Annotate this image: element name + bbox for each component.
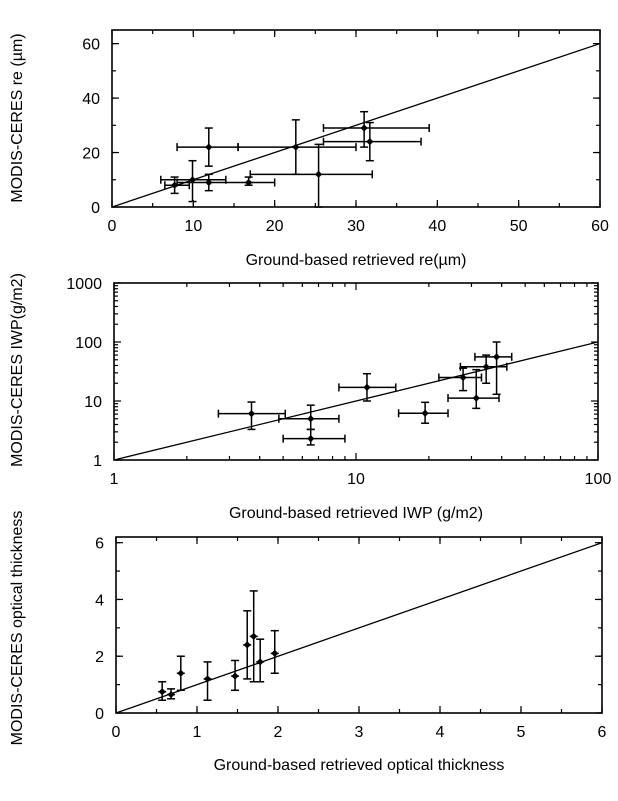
x-tick-label: 3 [355,724,364,741]
data-point [205,178,213,187]
data-point [158,688,166,696]
y-tick-label: 6 [95,536,104,553]
y-tick-label: 60 [82,37,100,54]
data-point-group [474,341,513,396]
data-point-group [231,659,240,692]
data-point-group [270,629,279,675]
y-tick-label: 20 [82,146,100,163]
data-point [307,435,315,443]
data-point-group [176,173,276,192]
data-point [243,641,251,649]
one-to-one-line [116,542,602,713]
data-point-group [244,176,253,187]
data-point-group [282,428,346,446]
x-tick-label: 20 [266,218,284,235]
plot-frame [115,536,603,714]
x-tick-label: 1 [110,471,119,488]
data-point-group [158,681,167,701]
x-tick-label: 4 [436,724,445,741]
data-point-group [459,354,508,384]
x-tick-label: 30 [347,218,365,235]
y-tick-label: 10 [84,394,102,411]
data-point [231,672,239,680]
x-tick-label: 5 [517,724,526,741]
data-point [366,138,374,146]
chart-panel-1: 0 10 20 30 40 50 60 0 20 40 60 Ground-based retriev… [9,29,609,269]
data-point [188,176,197,184]
chart-panel-2: 1 10 100 1 10 100 1000 Ground-based retrieved I… [9,273,611,522]
data-point [205,143,213,151]
data-point-group [243,610,252,680]
data-point [307,415,315,423]
x-tick-label: 2 [274,724,283,741]
data-point [360,124,368,132]
data-point [247,410,256,418]
data-point-group [249,143,374,208]
x-tick-label: 40 [428,218,446,235]
y-tick-label: 4 [95,592,104,609]
y-tick-label: 1000 [66,276,102,293]
data-point-group [338,372,397,402]
y-axis-label: MODIS-CERES IWP(g/m2) [9,273,26,467]
x-tick-label: 60 [591,218,609,235]
y-axis-label: MODIS-CERES re (µm) [9,33,26,202]
x-tick-label: 100 [585,471,612,488]
data-point [482,363,490,371]
data-point [177,669,185,677]
y-tick-label: 0 [95,706,104,723]
plot-frame [113,282,599,461]
data-point [167,690,175,699]
data-point-group [397,401,449,424]
x-tick-label: 10 [184,218,202,235]
data-point [472,394,480,402]
data-point-group [256,638,265,683]
x-axis-label: Ground-based retrieved IWP (g/m2) [229,505,483,522]
x-tick-label: 1 [193,724,202,741]
x-tick-label: 0 [108,218,117,235]
x-tick-label: 6 [598,724,607,741]
chart-panel-3: 0 1 2 3 4 5 6 0 2 4 6 Ground-based retrieved optica… [9,511,607,774]
data-point [256,658,264,666]
x-tick-label: 10 [347,471,365,488]
y-tick-label: 40 [82,91,100,108]
data-point [314,170,323,178]
x-axis-label: Ground-based retrieved re(µm) [246,252,467,269]
data-point [459,373,467,382]
x-tick-label: 50 [510,218,528,235]
data-point [203,675,212,683]
data-point [292,143,300,151]
data-point-group [447,368,500,410]
data-point [492,353,501,361]
plot-frame [111,29,601,208]
y-tick-label: 0 [91,200,100,217]
data-point [363,383,371,392]
y-axis-label: MODIS-CERES optical thickness [9,511,26,746]
y-tick-label: 1 [93,453,102,470]
data-point [271,649,279,657]
data-point-group [176,127,239,167]
data-point-group [217,401,286,431]
data-point-group [237,119,357,176]
data-point-group [203,661,212,701]
data-point [250,632,258,640]
data-point-group [160,159,227,203]
data-point-group [322,121,422,162]
data-point-group [176,655,185,692]
one-to-one-line [114,341,598,460]
x-tick-label: 0 [112,724,121,741]
data-point [245,178,253,187]
data-point-group [249,590,258,683]
y-tick-label: 100 [75,335,102,352]
x-axis-label: Ground-based retrieved optical thickness [214,757,505,774]
data-point-group [167,688,176,700]
data-point [421,409,429,417]
y-tick-label: 2 [95,649,104,666]
